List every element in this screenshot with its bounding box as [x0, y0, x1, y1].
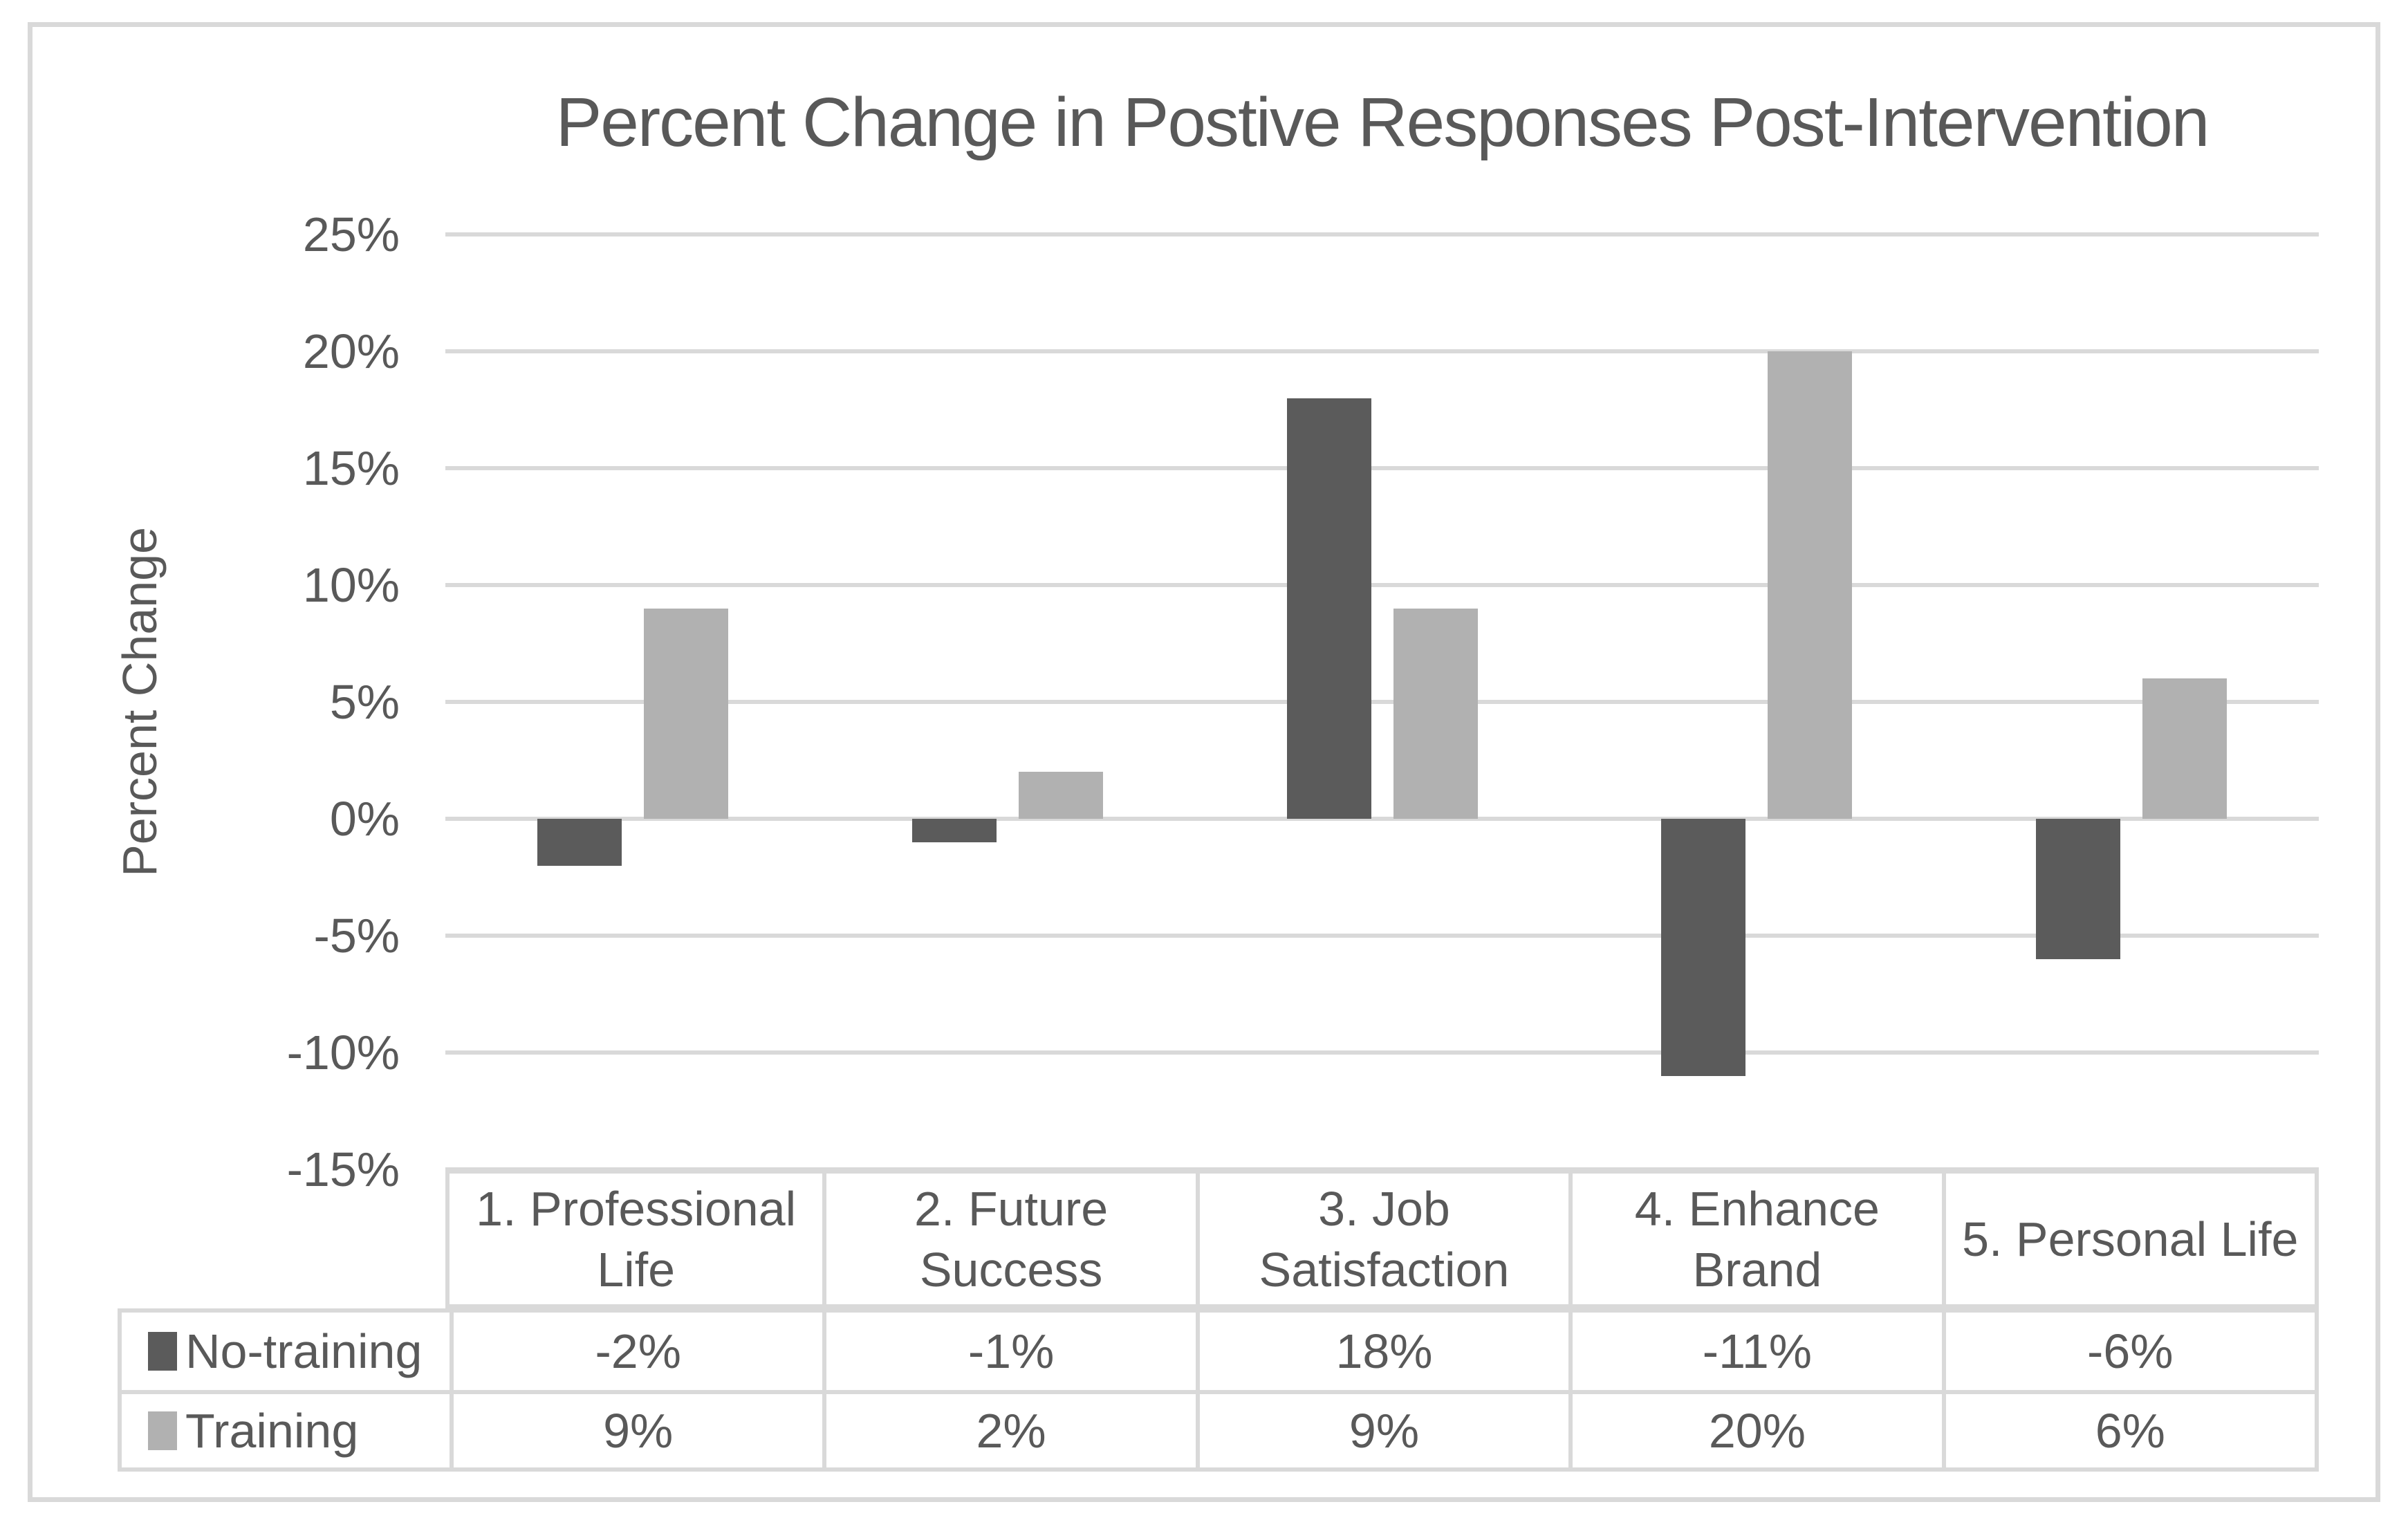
table-value-training-4-enhance-brand: 20%: [1568, 1390, 1942, 1467]
table-header-3-job-satisfaction: 3. Job Satisfaction: [1195, 1174, 1568, 1304]
legend-swatch-no-training: [148, 1332, 177, 1371]
table-value-no-training-1-professional-life: -2%: [450, 1313, 822, 1390]
table-value-training-5-personal-life: 6%: [1941, 1390, 2315, 1467]
bar-training-2-future-success: [1018, 772, 1103, 819]
chart-title: Percent Change in Postive Responses Post…: [555, 84, 2210, 161]
bar-no-training-2-future-success: [911, 819, 997, 842]
table-value-no-training-3-job-satisfaction: 18%: [1195, 1313, 1568, 1390]
table-header-1-professional-life: 1. Professional Life: [476, 1181, 797, 1297]
table-value-no-training-4-enhance-brand: -11%: [1568, 1313, 1941, 1390]
y-tick-label--15%: -15%: [286, 1142, 400, 1196]
gridline--5%: [445, 934, 2319, 938]
bar-no-training-1-professional-life: [537, 819, 622, 866]
table-value-training-3-job-satisfaction: 9%: [1195, 1390, 1569, 1467]
gridline-10%: [445, 583, 2319, 587]
data-table-category-header-row: 1. Professional Life 2. Future Success 3. …: [445, 1169, 2319, 1308]
bar-no-training-3-job-satisfaction: [1286, 398, 1371, 819]
table-value-no-training-5-personal-life: -6%: [1941, 1313, 2315, 1390]
table-value-no-training-2-future-success: -1%: [822, 1313, 1195, 1390]
bar-training-3-job-satisfaction: [1393, 608, 1478, 819]
y-tick-label-0%: 0%: [329, 792, 400, 846]
table-header-5-personal-life: 5. Personal Life: [1941, 1174, 2315, 1304]
legend-cell-no-training: No-training: [122, 1313, 450, 1390]
table-header-4-enhance-brand: 4. Enhance Brand: [1568, 1174, 1941, 1304]
table-value-training-1-professional-life: 9%: [450, 1390, 823, 1467]
gridline--10%: [445, 1050, 2319, 1055]
bar-training-4-enhance-brand: [1768, 351, 1853, 819]
gridline-20%: [445, 349, 2319, 353]
plot-area: [445, 232, 2319, 1171]
table-value-training-2-future-success: 2%: [822, 1390, 1196, 1467]
legend-label-training: Training: [185, 1404, 359, 1458]
y-tick-label--10%: -10%: [286, 1026, 400, 1079]
legend-swatch-training: [148, 1411, 177, 1450]
y-tick-label-10%: 10%: [302, 558, 400, 612]
gridline-15%: [445, 466, 2319, 470]
legend-cell-training: Training: [122, 1390, 450, 1467]
y-tick-label-5%: 5%: [329, 675, 400, 729]
bar-training-1-professional-life: [643, 608, 728, 819]
gridline-0%: [445, 817, 2319, 821]
bar-no-training-4-enhance-brand: [1661, 819, 1746, 1076]
y-tick-label-20%: 20%: [302, 324, 400, 378]
gridline-25%: [445, 232, 2319, 237]
table-header-2-future-success: 2. Future Success: [822, 1174, 1195, 1304]
bar-training-5-personal-life: [2142, 678, 2228, 819]
legend-label-no-training: No-training: [185, 1324, 423, 1378]
y-tick-label-15%: 15%: [302, 441, 400, 495]
y-tick-label--5%: -5%: [313, 909, 400, 963]
data-table-series-rows: No-training -2% -1% 18% -11% -6% Training 9% 2% 9…: [118, 1308, 2319, 1472]
y-tick-label-25%: 25%: [302, 207, 400, 261]
gridline-5%: [445, 700, 2319, 704]
bar-no-training-5-personal-life: [2036, 819, 2121, 959]
